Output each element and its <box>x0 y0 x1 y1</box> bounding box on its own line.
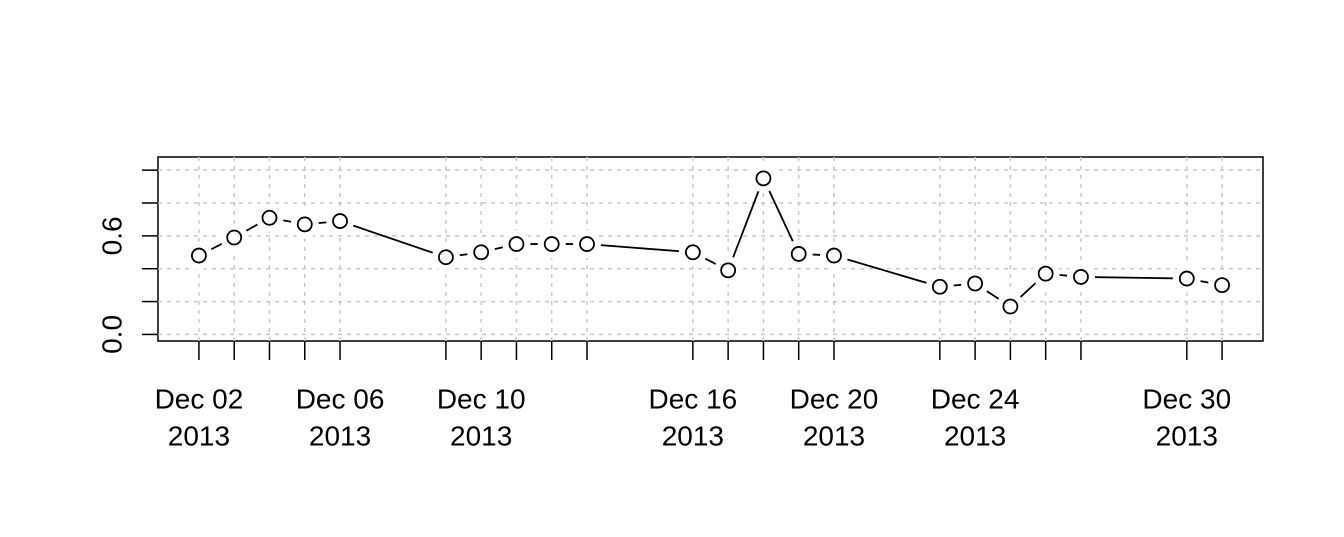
point <box>508 236 525 252</box>
x-tick-label: Dec 30 <box>1142 383 1231 414</box>
point <box>437 249 454 266</box>
point <box>332 213 348 229</box>
point <box>261 209 278 226</box>
x-tick-label: Dec 24 <box>931 383 1020 414</box>
x-tick-label: Dec 10 <box>437 383 526 414</box>
x-tick-label: 2013 <box>1156 420 1218 451</box>
x-tick-label: 2013 <box>450 420 512 451</box>
point <box>543 236 560 252</box>
point <box>1073 269 1089 285</box>
y-tick-label: 0.0 <box>96 315 127 354</box>
x-tick-label: 2013 <box>944 420 1006 451</box>
x-tick-label: Dec 02 <box>155 383 244 414</box>
x-tick-label: 2013 <box>309 420 371 451</box>
point <box>473 244 490 261</box>
x-tick-label: Dec 16 <box>649 383 738 414</box>
point <box>720 262 737 279</box>
x-tick-label: 2013 <box>662 420 724 451</box>
point <box>1037 265 1054 282</box>
grid <box>158 157 1263 341</box>
point <box>296 216 313 233</box>
point <box>684 244 701 261</box>
point <box>755 170 772 187</box>
x-tick-label: 2013 <box>803 420 865 451</box>
point <box>191 247 207 264</box>
point <box>1002 298 1019 315</box>
series-line <box>198 176 1223 308</box>
y-tick-label: 0.6 <box>96 216 127 255</box>
point <box>931 278 948 295</box>
x-tick-label: Dec 06 <box>296 383 385 414</box>
point <box>826 247 842 264</box>
plot-frame <box>157 156 1264 342</box>
point <box>1178 270 1195 287</box>
point <box>579 236 595 252</box>
x-tick-label: 2013 <box>168 420 230 451</box>
point <box>967 275 984 292</box>
point <box>1214 277 1230 294</box>
point <box>790 246 807 262</box>
x-tick-label: Dec 20 <box>790 383 879 414</box>
point <box>226 229 243 246</box>
